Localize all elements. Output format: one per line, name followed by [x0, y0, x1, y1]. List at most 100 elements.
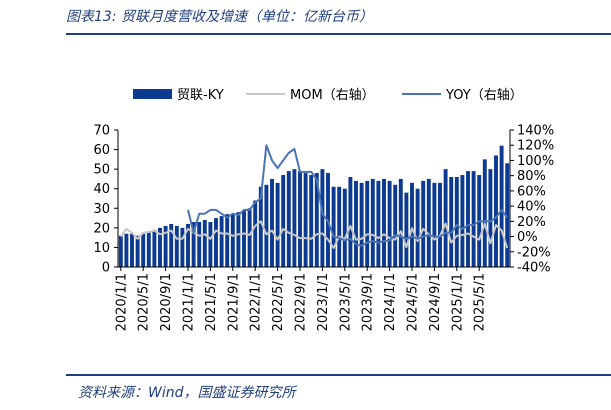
bar-59 — [449, 176, 454, 267]
yoy-line — [187, 144, 509, 247]
x-tick-label-5: 2021/9/1 — [226, 273, 241, 331]
x-tick-label-8: 2022/9/1 — [294, 273, 309, 331]
x-tick-label-4: 2021/5/1 — [204, 273, 219, 331]
bar-20 — [230, 214, 235, 267]
bar-27 — [270, 178, 274, 267]
bar-56 — [432, 182, 437, 267]
bar-5 — [146, 231, 151, 267]
bar-32 — [298, 171, 302, 267]
mom-line — [119, 220, 509, 249]
bar-63 — [471, 171, 476, 267]
bar-66 — [488, 169, 493, 267]
x-tick-label-0: 2020/1/1 — [114, 273, 129, 331]
bar-42 — [354, 180, 358, 267]
x-tick-label-15: 2025/1/1 — [450, 273, 465, 331]
bar-53 — [415, 188, 420, 267]
bar-12 — [186, 223, 190, 267]
bar-43 — [359, 182, 364, 267]
bar-10 — [174, 225, 179, 267]
legend-bar-swatch — [133, 89, 172, 99]
bar-6 — [152, 229, 157, 267]
bar-44 — [365, 180, 370, 267]
bar-24 — [253, 200, 258, 267]
left-tick-label-6: 60 — [93, 143, 110, 158]
bar-17 — [214, 218, 218, 267]
bar-30 — [286, 171, 291, 267]
bar-34 — [309, 175, 314, 267]
left-tick-label-7: 70 — [93, 124, 110, 139]
right-tick-label-1: -20% — [517, 245, 551, 260]
bar-50 — [398, 178, 403, 267]
legend-bar-label: 贸联-KY — [177, 88, 224, 103]
left-tick-label-2: 20 — [93, 221, 110, 236]
bar-60 — [454, 176, 459, 267]
bar-25 — [258, 186, 263, 267]
bar-4 — [141, 233, 146, 267]
right-tick-label-4: 40% — [517, 200, 546, 215]
left-tick-label-0: 0 — [102, 261, 110, 276]
bar-49 — [393, 184, 398, 267]
bar-7 — [158, 227, 162, 267]
chart-title: 图表13: 贸联月度营收及增速（单位：亿新台币） — [66, 9, 373, 25]
bar-54 — [421, 180, 426, 267]
left-tick-label-5: 50 — [93, 163, 110, 178]
x-tick-label-7: 2022/5/1 — [271, 273, 286, 331]
bar-65 — [482, 159, 487, 267]
bar-69 — [505, 163, 510, 267]
bar-1 — [124, 233, 129, 267]
bar-13 — [191, 221, 196, 267]
bar-62 — [466, 171, 470, 267]
bar-0 — [118, 235, 123, 267]
bar-2 — [130, 233, 134, 267]
bar-58 — [443, 169, 448, 267]
right-tick-label-7: 100% — [517, 154, 554, 169]
right-tick-label-3: 20% — [517, 215, 546, 230]
bar-47 — [382, 178, 386, 267]
left-tick-label-3: 30 — [93, 202, 110, 217]
x-tick-label-2: 2020/9/1 — [159, 273, 174, 331]
bar-51 — [404, 192, 409, 267]
x-tick-label-13: 2024/5/1 — [406, 273, 421, 331]
x-tick-label-10: 2023/5/1 — [338, 273, 353, 331]
bar-31 — [292, 169, 297, 267]
x-tick-label-11: 2023/9/1 — [361, 273, 376, 331]
bar-45 — [370, 178, 375, 267]
bottom-rule — [66, 374, 611, 376]
bar-40 — [342, 188, 347, 267]
bar-35 — [314, 173, 319, 267]
bar-55 — [426, 178, 431, 267]
bar-28 — [275, 182, 280, 267]
right-tick-label-5: 60% — [517, 184, 546, 199]
bar-48 — [387, 180, 392, 267]
bar-3 — [135, 235, 140, 267]
bar-41 — [348, 176, 353, 267]
left-tick-label-4: 40 — [93, 182, 110, 197]
right-tick-label-0: -40% — [517, 261, 551, 276]
bar-29 — [281, 175, 286, 267]
bar-21 — [236, 212, 241, 267]
right-tick-label-6: 80% — [517, 169, 546, 184]
bar-18 — [219, 216, 224, 267]
bar-23 — [247, 208, 252, 267]
bar-39 — [337, 186, 342, 267]
source-note: 资料来源：Wind，国盛证券研究所 — [78, 385, 296, 401]
bar-38 — [331, 186, 336, 267]
bar-14 — [197, 221, 202, 267]
x-tick-label-14: 2024/9/1 — [428, 273, 443, 331]
legend-mom-label: MOM（右轴） — [290, 88, 375, 103]
x-tick-label-9: 2023/1/1 — [316, 273, 331, 331]
bar-61 — [460, 175, 465, 267]
bar-68 — [499, 145, 504, 267]
right-tick-label-8: 120% — [517, 139, 554, 154]
bar-22 — [242, 210, 246, 267]
left-tick-label-1: 10 — [93, 241, 110, 256]
legend-yoy-label: YOY（右轴） — [445, 88, 523, 103]
x-tick-label-16: 2025/5/1 — [473, 273, 488, 331]
x-tick-label-6: 2022/1/1 — [249, 273, 264, 331]
bar-33 — [303, 173, 308, 267]
bar-9 — [169, 223, 174, 267]
bar-67 — [494, 155, 498, 267]
bar-16 — [208, 221, 213, 267]
x-tick-label-12: 2024/1/1 — [383, 273, 398, 331]
